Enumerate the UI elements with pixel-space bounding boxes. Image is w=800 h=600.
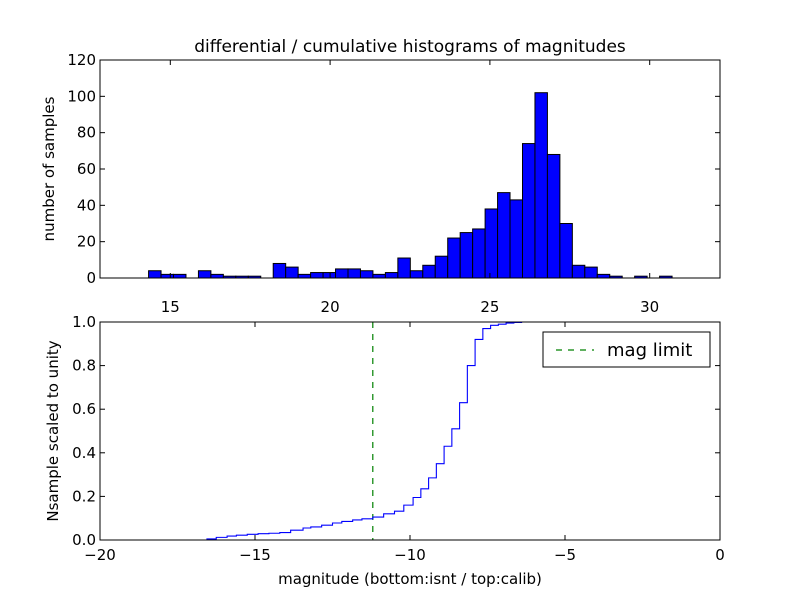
histogram-bar (160, 273, 175, 279)
histogram-bar (422, 264, 436, 279)
cumulative-x-tick-label: 0 (715, 546, 725, 564)
cumulative-line-group (100, 321, 720, 541)
histogram-bar (584, 266, 598, 279)
histogram-y-tick-label: 100 (67, 87, 96, 105)
cumulative-step-line (100, 321, 720, 541)
histogram-bar (322, 272, 337, 279)
cumulative-panel: −20 −15 −10 −5 0 0.0 0.2 0.4 0.6 0.8 1.0 Nsample s… (44, 313, 725, 588)
histogram-y-tick-label: 80 (77, 124, 96, 142)
histogram-bar (409, 270, 424, 279)
histogram-bar (472, 228, 486, 279)
histogram-y-tick-label: 20 (77, 233, 96, 251)
histogram-bar (347, 268, 361, 279)
histogram-bar (447, 237, 461, 279)
histogram-bar (384, 272, 399, 279)
histogram-bar (310, 272, 324, 279)
histogram-x-tick-label: 30 (640, 298, 659, 316)
cumulative-x-tick-label: −5 (554, 546, 576, 564)
histogram-bar (210, 273, 224, 279)
histogram-y-axis-label: number of samples (40, 96, 58, 241)
histogram-bar (335, 268, 349, 279)
histogram-x-tick-label: 20 (321, 298, 340, 316)
cumulative-y-axis-label: Nsample scaled to unity (44, 340, 62, 521)
cumulative-y-tick-label: 0.4 (72, 444, 96, 462)
histogram-bar (173, 273, 187, 279)
histogram-bar (272, 262, 287, 279)
histogram-bar (434, 255, 449, 279)
histogram-y-tick-label: 120 (67, 51, 96, 69)
histogram-bar (559, 223, 573, 279)
cumulative-x-tick-label: −10 (394, 546, 426, 564)
histogram-bar (459, 232, 474, 279)
histogram-ticks: 15 20 25 30 0 20 40 60 80 100 120 (67, 51, 720, 316)
cumulative-ticks: −20 −15 −10 −5 0 0.0 0.2 0.4 0.6 0.8 1.0 (72, 313, 725, 564)
histogram-bar (521, 143, 536, 279)
histogram-bar (148, 270, 162, 279)
cumulative-x-axis-label: magnitude (bottom:isnt / top:calib) (278, 570, 542, 588)
cumulative-x-tick-label: −15 (239, 546, 271, 564)
histogram-x-tick-label: 15 (161, 298, 180, 316)
histogram-bar (546, 153, 561, 279)
legend: mag limit (542, 331, 711, 368)
histogram-bar (497, 192, 511, 279)
histogram-bar (509, 199, 523, 279)
cumulative-y-tick-label: 0.2 (72, 487, 96, 505)
histogram-bar (596, 273, 611, 279)
histogram-bar (197, 270, 212, 279)
histogram-bar (372, 273, 386, 279)
histogram-bar (359, 270, 374, 279)
histogram-bar (484, 208, 499, 279)
histogram-x-tick-label: 25 (480, 298, 499, 316)
figure-title: differential / cumulative histograms of … (194, 37, 626, 57)
cumulative-y-tick-label: 0.8 (72, 357, 96, 375)
legend-mag-limit-label: mag limit (607, 340, 692, 361)
cumulative-y-tick-label: 0.6 (72, 400, 96, 418)
histogram-bar (571, 264, 586, 279)
histogram-bar (534, 92, 548, 279)
cumulative-y-tick-label: 0.0 (72, 531, 96, 549)
histogram-panel: 15 20 25 30 0 20 40 60 80 100 120 number of sample… (40, 51, 721, 316)
cumulative-x-tick-label: −20 (84, 546, 116, 564)
histogram-bar (297, 273, 312, 279)
histogram-y-tick-label: 60 (77, 160, 96, 178)
histogram-bar (285, 266, 299, 279)
histogram-y-tick-label: 0 (86, 269, 96, 287)
cumulative-y-tick-label: 1.0 (72, 313, 96, 331)
histogram-y-tick-label: 40 (77, 196, 96, 214)
histogram-bar (397, 257, 411, 279)
